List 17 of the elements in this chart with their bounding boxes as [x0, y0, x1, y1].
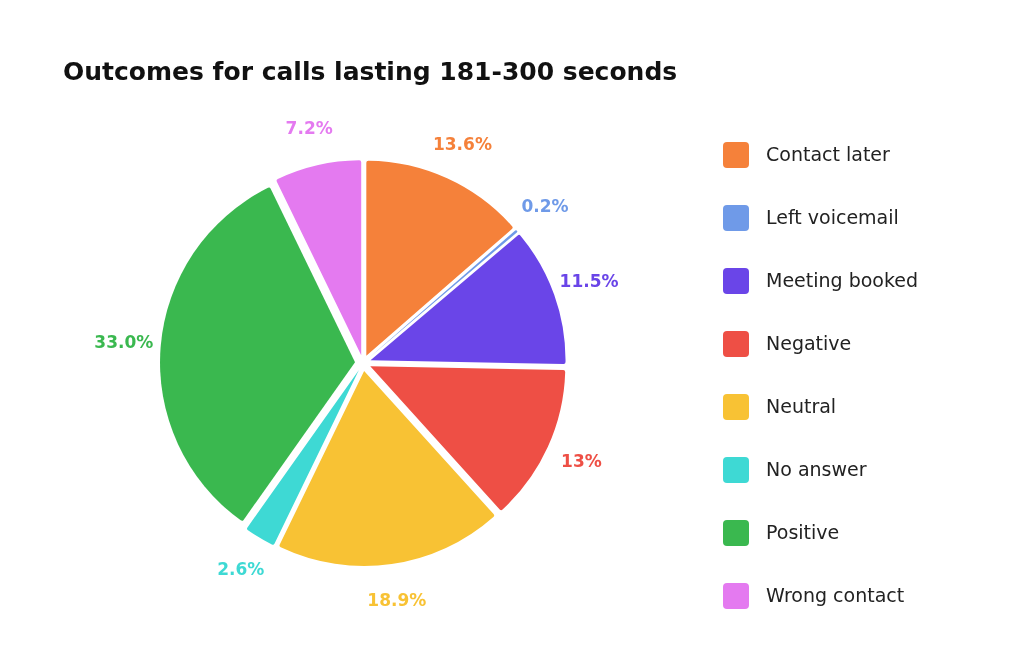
legend-label: No answer: [766, 457, 867, 480]
data-label: 13.6%: [432, 133, 492, 154]
legend-label: Left voicemail: [766, 205, 899, 228]
data-label: 2.6%: [217, 558, 265, 579]
legend-label: Negative: [766, 331, 852, 354]
data-label: 18.9%: [367, 589, 427, 610]
legend-label: Wrong contact: [766, 583, 905, 606]
data-label: 7.2%: [285, 118, 333, 139]
data-label: 13%: [561, 451, 602, 472]
legend-label: Neutral: [766, 394, 837, 417]
chart-title: Outcomes for calls lasting 181-300 seconds: [63, 57, 678, 86]
legend-label: Contact later: [766, 142, 891, 165]
data-label: 0.2%: [521, 195, 569, 216]
data-label: 33.0%: [94, 332, 154, 353]
legend-label: Positive: [766, 520, 840, 543]
legend-label: Meeting booked: [766, 268, 919, 291]
data-label: 11.5%: [559, 271, 619, 292]
